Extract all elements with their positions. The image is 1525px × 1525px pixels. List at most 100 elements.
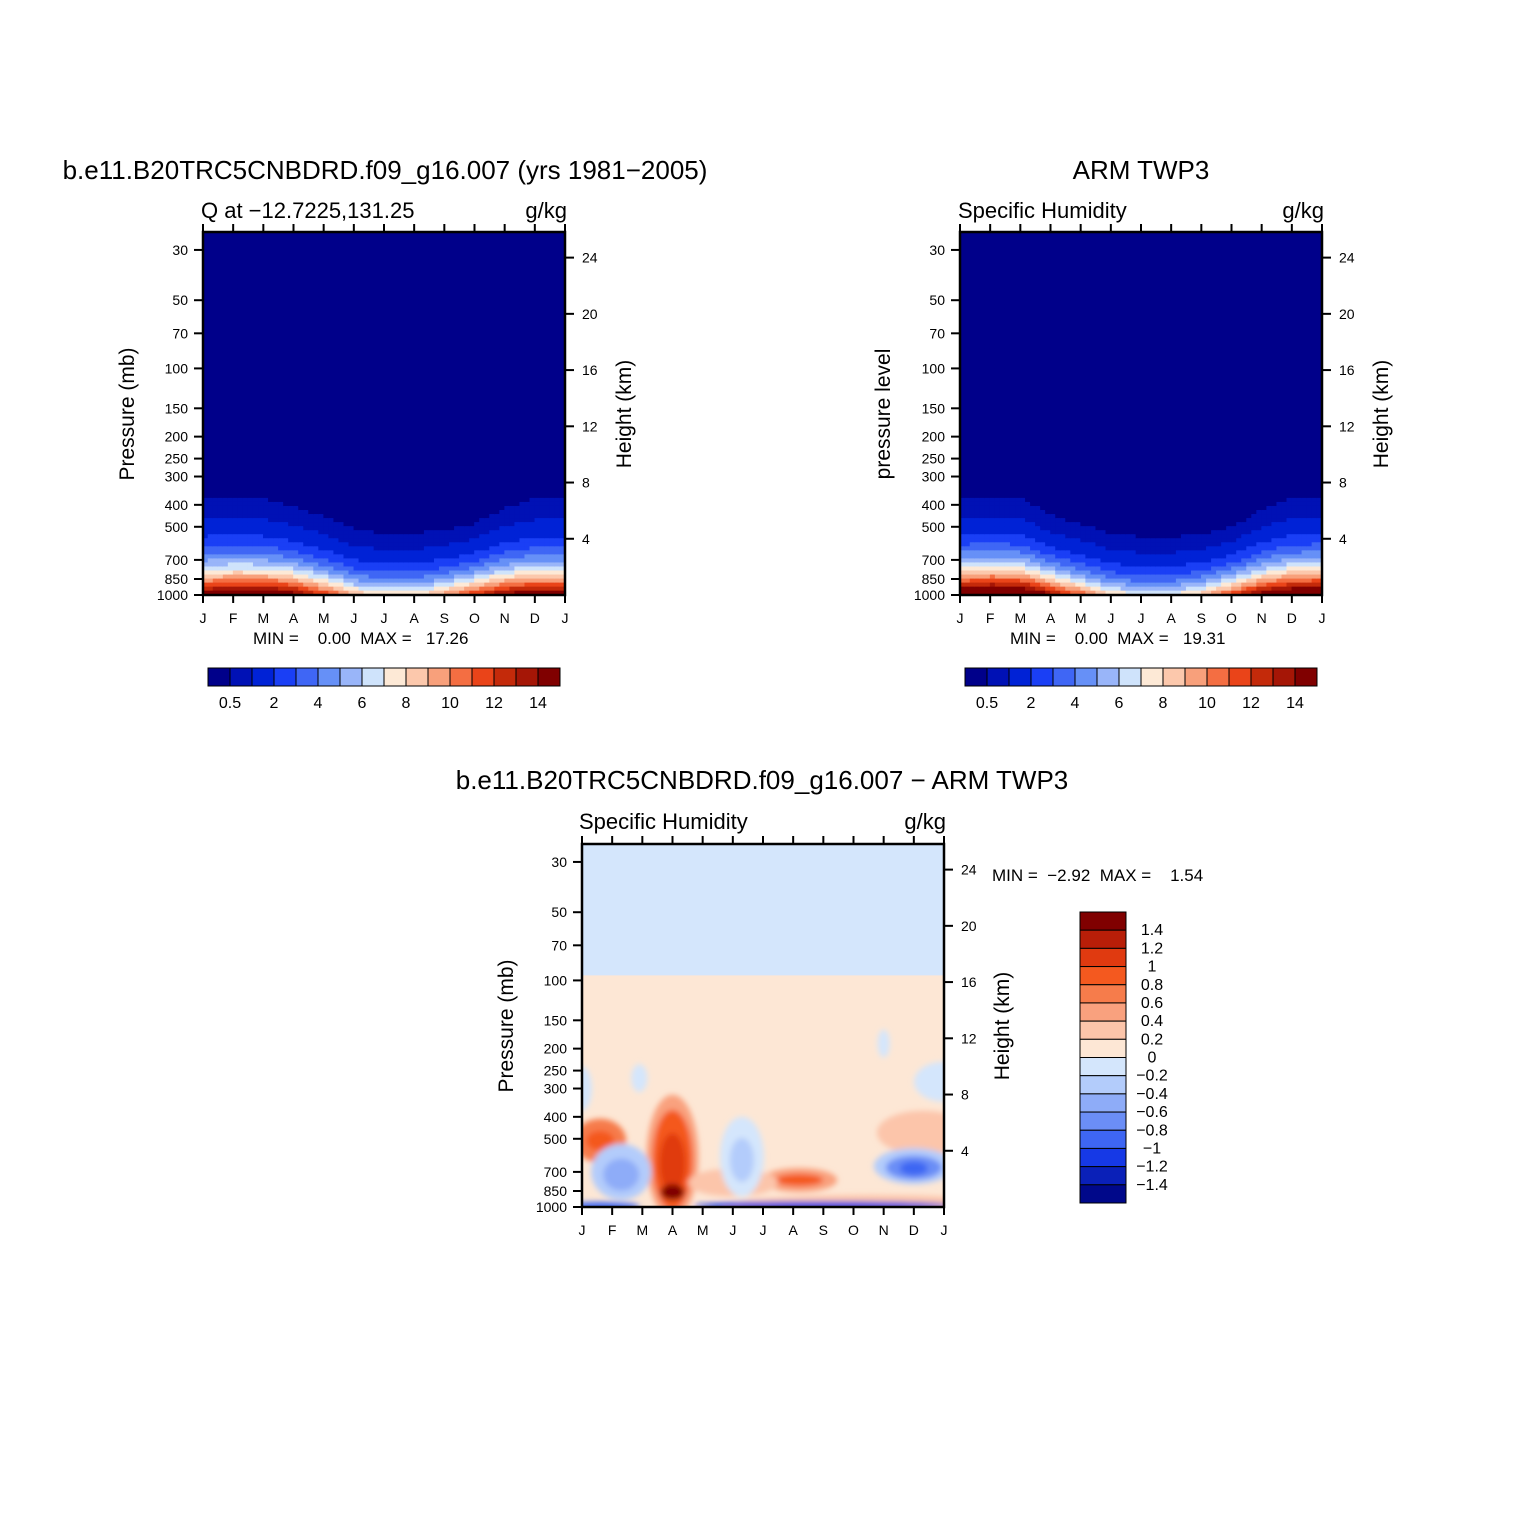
field-cell (428, 304, 435, 309)
field-cell (252, 288, 259, 293)
field-cell (469, 243, 475, 249)
field-cell (333, 401, 340, 406)
field-cell (348, 251, 355, 257)
field-cell (318, 566, 324, 572)
field-cell (388, 437, 395, 443)
field-cell (293, 352, 299, 358)
field-cell (348, 372, 355, 378)
field-cell (479, 304, 485, 309)
field-cell (273, 481, 279, 487)
field-cell (268, 510, 274, 515)
field-cell (348, 296, 355, 301)
field-cell (288, 280, 294, 285)
field-cell (413, 308, 420, 313)
field-cell (388, 586, 395, 592)
field-cell (469, 526, 475, 531)
field-cell (293, 251, 299, 257)
field-cell (338, 570, 345, 576)
field-cell (318, 292, 324, 297)
field-cell (469, 251, 475, 257)
field-cell (207, 510, 214, 515)
field-cell (212, 433, 219, 438)
field-cell (242, 393, 249, 398)
field-cell (242, 550, 249, 555)
field-cell (388, 409, 395, 414)
field-cell (313, 570, 319, 576)
field-cell (207, 566, 214, 572)
field-cell (273, 542, 279, 547)
field-cell (252, 437, 259, 443)
field-cell (203, 332, 209, 338)
field-cell (207, 284, 214, 289)
field-cell (479, 348, 485, 354)
field-cell (203, 312, 209, 317)
field-cell (328, 316, 335, 322)
field-cell (454, 320, 460, 326)
field-cell (439, 320, 445, 326)
field-cell (428, 461, 435, 467)
field-cell (358, 489, 365, 495)
field-cell (217, 453, 224, 459)
field-cell (378, 505, 385, 511)
field-cell (378, 389, 385, 394)
field-cell (459, 497, 465, 503)
field-cell (298, 421, 304, 426)
field-cell (454, 380, 460, 386)
field-cell (413, 328, 420, 334)
field-cell (418, 477, 425, 483)
field-cell (242, 296, 249, 301)
field-cell (237, 449, 244, 455)
field-cell (318, 453, 324, 459)
field-cell (242, 251, 249, 257)
field-cell (232, 518, 239, 523)
field-cell (303, 445, 309, 451)
field-cell (288, 364, 294, 370)
field-cell (308, 259, 314, 265)
field-cell (343, 251, 350, 257)
field-cell (439, 477, 445, 483)
field-cell (459, 514, 465, 519)
field-cell (242, 300, 249, 305)
field-cell (273, 465, 279, 471)
field-cell (338, 437, 345, 443)
field-cell (333, 251, 340, 257)
field-cell (383, 510, 390, 515)
field-cell (278, 417, 284, 422)
field-cell (328, 344, 335, 350)
field-cell (373, 457, 380, 463)
field-cell (348, 288, 355, 293)
field-cell (348, 449, 355, 455)
field-cell (212, 457, 219, 463)
field-cell (459, 425, 465, 430)
field-cell (474, 510, 480, 515)
field-cell (403, 247, 410, 253)
field-cell (288, 328, 294, 334)
field-cell (293, 417, 299, 422)
field-cell (303, 429, 309, 434)
field-cell (212, 243, 219, 249)
field-cell (338, 425, 345, 430)
field-cell (288, 505, 294, 511)
field-cell (308, 251, 314, 257)
field-cell (232, 433, 239, 438)
field-cell (388, 481, 395, 487)
field-cell (258, 384, 264, 390)
field-cell (237, 376, 244, 382)
field-cell (258, 566, 264, 572)
field-cell (227, 526, 234, 531)
field-cell (258, 546, 264, 551)
field-cell (232, 566, 239, 572)
field-cell (353, 255, 360, 261)
field-cell (444, 489, 450, 495)
field-cell (288, 389, 294, 394)
field-cell (227, 360, 234, 366)
field-cell (358, 243, 365, 249)
field-cell (454, 401, 460, 406)
field-cell (474, 320, 480, 326)
field-cell (227, 538, 234, 543)
field-cell (363, 409, 370, 414)
field-cell (408, 417, 415, 422)
field-cell (439, 251, 445, 257)
field-cell (222, 348, 229, 354)
field-cell (263, 239, 269, 245)
